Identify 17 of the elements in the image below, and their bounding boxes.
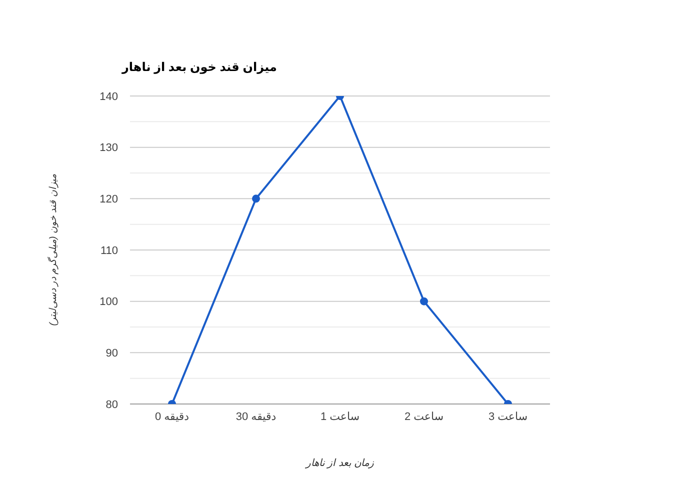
x-tick-label: دقیقه 0: [154, 411, 190, 423]
x-tick-label: دقیقه 30: [236, 411, 276, 423]
x-axis-title: زمان بعد از ناهار: [304, 458, 374, 469]
y-tick-label: 140: [100, 90, 118, 103]
chart-title: میزان قند خون بعد از ناهار: [122, 59, 277, 75]
y-tick-label: 90: [106, 348, 118, 360]
y-tick-label: 80: [106, 398, 118, 411]
x-tick-label: ساعت 3: [488, 411, 528, 423]
point: [420, 297, 428, 306]
y-tick-label: 130: [100, 142, 118, 154]
y-axis-title: میزان قند خون (میلی‌گرم در دسی‌لیتر): [47, 174, 59, 326]
y-tick-label: 100: [100, 296, 118, 308]
y-tick-label: 120: [100, 194, 118, 206]
x-tick-label: ساعت 2: [404, 411, 444, 423]
x-tick-label: ساعت 1: [320, 411, 360, 423]
point: [252, 194, 260, 203]
y-tick-label: 110: [100, 244, 118, 257]
